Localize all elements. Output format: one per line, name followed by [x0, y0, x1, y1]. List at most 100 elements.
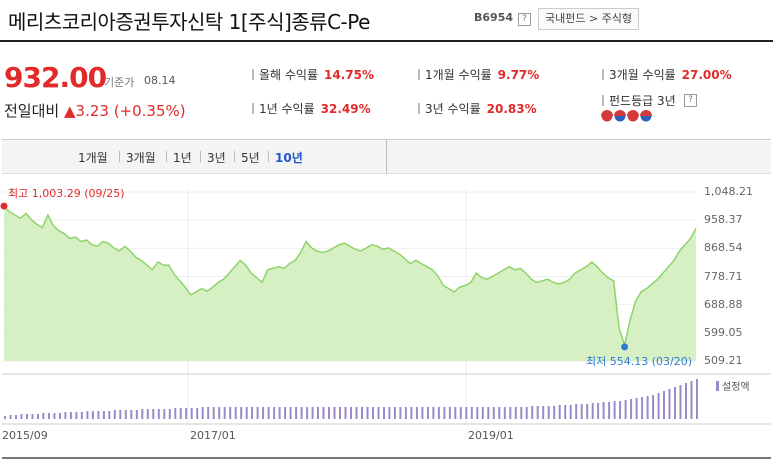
aum-bar	[328, 407, 330, 419]
y-tick-label: 509.21	[704, 354, 743, 367]
aum-bar	[185, 408, 188, 419]
aum-bar	[366, 407, 369, 419]
y-tick-label: 688.88	[704, 297, 743, 311]
price-change: 전일대비 ▲3.23 (+0.35%)	[4, 100, 186, 121]
min-marker	[621, 343, 629, 351]
aum-bar	[234, 407, 237, 419]
aum-bar	[168, 409, 171, 419]
aum-bar	[553, 406, 556, 419]
aum-bar	[278, 407, 281, 419]
aum-bar	[690, 381, 693, 419]
aum-bar	[223, 407, 226, 419]
aum-bar	[393, 407, 396, 419]
aum-bar	[443, 407, 446, 419]
category-breadcrumb[interactable]: 국내펀드 > 주식형	[538, 8, 640, 30]
aum-bar	[306, 407, 309, 419]
aum-bar	[355, 407, 358, 419]
aum-bar	[597, 403, 600, 419]
aum-bar	[404, 407, 407, 419]
x-tick-label: 2017/01	[190, 429, 236, 442]
aum-bar	[174, 408, 177, 419]
aum-bar	[492, 407, 495, 419]
aum-bar	[86, 411, 89, 419]
aum-bar	[47, 413, 50, 419]
aum-bar	[289, 407, 292, 419]
aum-bar	[465, 407, 468, 419]
fund-grade-label: 펀드등급 3년	[602, 92, 676, 109]
y-tick-label: 778.71	[704, 269, 743, 283]
aum-bar	[509, 407, 512, 419]
aum-bar	[251, 407, 254, 419]
aum-bar	[37, 414, 39, 419]
aum-bar	[624, 400, 627, 419]
aum-bar	[218, 407, 221, 419]
aum-bar	[426, 407, 429, 419]
aum-bar	[437, 407, 440, 419]
aum-bar	[613, 401, 616, 419]
grade-help-icon[interactable]: ?	[684, 94, 697, 107]
aum-bar	[372, 407, 374, 419]
aum-bar	[580, 404, 583, 419]
aum-bar	[547, 406, 550, 419]
aum-bar	[685, 383, 687, 419]
tab-1-year[interactable]: 1년	[173, 151, 192, 165]
price-area	[4, 206, 696, 361]
fund-grade-rating	[600, 109, 653, 123]
aum-bar	[657, 393, 660, 419]
aum-bar	[113, 410, 116, 419]
aum-bar	[20, 414, 23, 419]
aum-bar	[311, 407, 314, 419]
change-value: 3.23 (+0.35%)	[75, 102, 186, 120]
current-price: 932.00	[4, 61, 107, 94]
aum-bar	[300, 407, 303, 419]
aum-bar	[503, 407, 506, 419]
aum-bar	[377, 407, 380, 419]
aum-bar	[525, 407, 528, 419]
return-3m: 3개월 수익률 27.00%	[602, 66, 732, 83]
aum-bar	[641, 397, 644, 419]
aum-bar	[454, 407, 457, 419]
tab-3-year[interactable]: 3년	[207, 151, 226, 165]
aum-bar	[163, 409, 166, 419]
aum-bar	[42, 413, 45, 419]
aum-bar	[196, 408, 199, 419]
aum-bar	[146, 409, 149, 419]
aum-bar	[207, 407, 210, 419]
aum-bar	[53, 413, 56, 419]
return-3y: 3년 수익률 20.83%	[418, 100, 537, 117]
tab-1-month[interactable]: 1개월	[78, 151, 108, 165]
aum-bar	[350, 407, 352, 419]
aum-bar	[124, 410, 127, 419]
price-chart	[0, 188, 771, 459]
aum-bar	[410, 407, 413, 419]
aum-bar	[240, 407, 243, 419]
aum-bar	[630, 399, 633, 419]
aum-bar	[487, 407, 490, 419]
aum-bar	[119, 410, 122, 419]
aum-bar	[31, 414, 34, 419]
change-label: 전일대비	[4, 102, 60, 120]
tab-5-year[interactable]: 5년	[241, 151, 260, 165]
aum-bar	[459, 407, 462, 419]
basis-price-label: 기준가	[104, 76, 135, 89]
aum-bar	[97, 411, 100, 419]
aum-bar	[575, 404, 578, 419]
aum-bar	[646, 396, 649, 419]
aum-bar	[91, 411, 94, 419]
quote-date: 08.14	[144, 74, 176, 87]
aum-bar	[135, 410, 138, 419]
return-1m: 1개월 수익률 9.77%	[418, 66, 539, 83]
aum-bar	[201, 407, 204, 419]
help-icon[interactable]: ?	[518, 13, 531, 26]
tab-10-year[interactable]: 10년	[275, 151, 303, 165]
aum-bar	[262, 407, 265, 419]
max-marker	[0, 202, 8, 210]
min-annotation: 최저 554.13 (03/20)	[586, 355, 693, 368]
aum-bar	[388, 407, 391, 419]
aum-bar	[190, 408, 193, 419]
aum-bar	[421, 407, 424, 419]
aum-bar	[652, 395, 655, 419]
aum-bar	[229, 407, 232, 419]
aum-bar	[696, 379, 698, 419]
tab-3-month[interactable]: 3개월	[126, 151, 156, 165]
